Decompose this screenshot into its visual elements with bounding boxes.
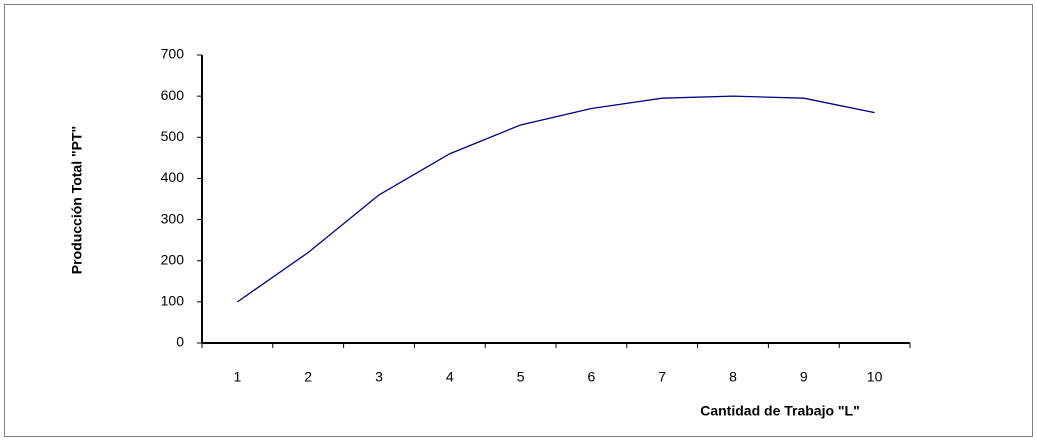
x-tick-label: 9	[800, 369, 808, 385]
x-tick-label: 6	[588, 369, 596, 385]
x-axis-label: Cantidad de Trabajo "L"	[700, 403, 860, 419]
y-tick-label: 600	[161, 87, 185, 103]
y-tick-label: 100	[161, 293, 185, 309]
x-tick-label: 5	[517, 369, 525, 385]
x-tick-label: 3	[375, 369, 383, 385]
y-tick-label: 500	[161, 128, 185, 144]
y-tick-label: 700	[161, 46, 185, 62]
x-tick-label: 7	[658, 369, 666, 385]
y-tick-label: 200	[161, 251, 185, 267]
x-tick-label: 10	[867, 369, 883, 385]
y-axis-label: Producción Total "PT"	[69, 126, 85, 274]
x-tick-label: 4	[446, 369, 454, 385]
x-tick-label: 8	[729, 369, 737, 385]
x-tick-label: 2	[304, 369, 312, 385]
y-tick-label: 400	[161, 169, 185, 185]
y-tick-label: 300	[161, 210, 185, 226]
y-tick-label: 0	[176, 334, 184, 350]
data-line	[237, 95, 875, 303]
x-tick-label: 1	[234, 369, 242, 385]
chart-frame	[4, 4, 1033, 437]
